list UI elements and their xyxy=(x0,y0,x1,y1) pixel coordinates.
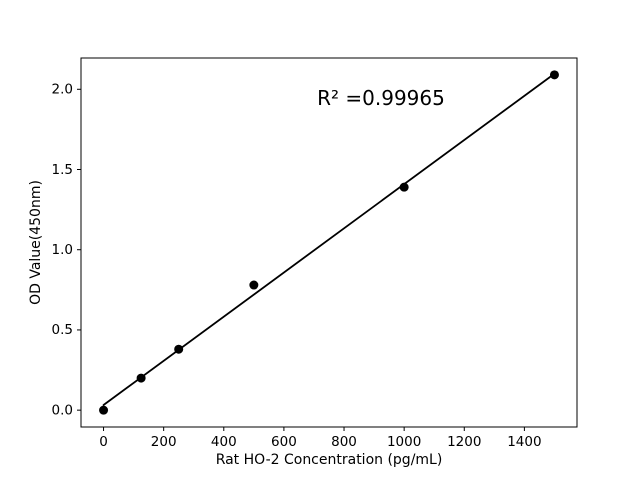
y-tick-label: 1.0 xyxy=(52,242,73,258)
x-tick-label: 1000 xyxy=(387,434,421,450)
y-tick-label: 1.5 xyxy=(52,162,73,178)
y-axis-label: OD Value(450nm) xyxy=(28,180,44,305)
x-tick-label: 800 xyxy=(331,434,357,450)
y-tick-label: 0.0 xyxy=(52,402,73,418)
data-point xyxy=(399,182,409,192)
data-point xyxy=(249,280,259,290)
x-tick-label: 200 xyxy=(151,434,177,450)
x-axis-label: Rat HO-2 Concentration (pg/mL) xyxy=(216,452,443,468)
y-tick-label: 2.0 xyxy=(52,82,73,98)
data-point xyxy=(136,373,146,383)
y-tick-label: 0.5 xyxy=(52,322,73,338)
x-tick-label: 1400 xyxy=(507,434,541,450)
x-tick-label: 600 xyxy=(271,434,297,450)
x-tick-label: 0 xyxy=(99,434,108,450)
x-tick-label: 400 xyxy=(211,434,237,450)
data-point xyxy=(549,70,559,80)
y-axis-ticks: 0.0 0.5 1.0 1.5 2.0 xyxy=(52,82,81,418)
plot-area-border xyxy=(80,57,578,428)
data-point xyxy=(99,405,109,415)
x-tick-label: 1200 xyxy=(447,434,481,450)
data-points-group xyxy=(99,70,559,415)
data-point xyxy=(174,344,184,354)
x-axis-ticks: 0 200 400 600 800 1000 1200 1400 xyxy=(99,427,542,450)
trend-line-group xyxy=(102,72,556,406)
r-squared-annotation: R² =0.99965 xyxy=(317,86,445,110)
trend-line xyxy=(102,72,556,406)
